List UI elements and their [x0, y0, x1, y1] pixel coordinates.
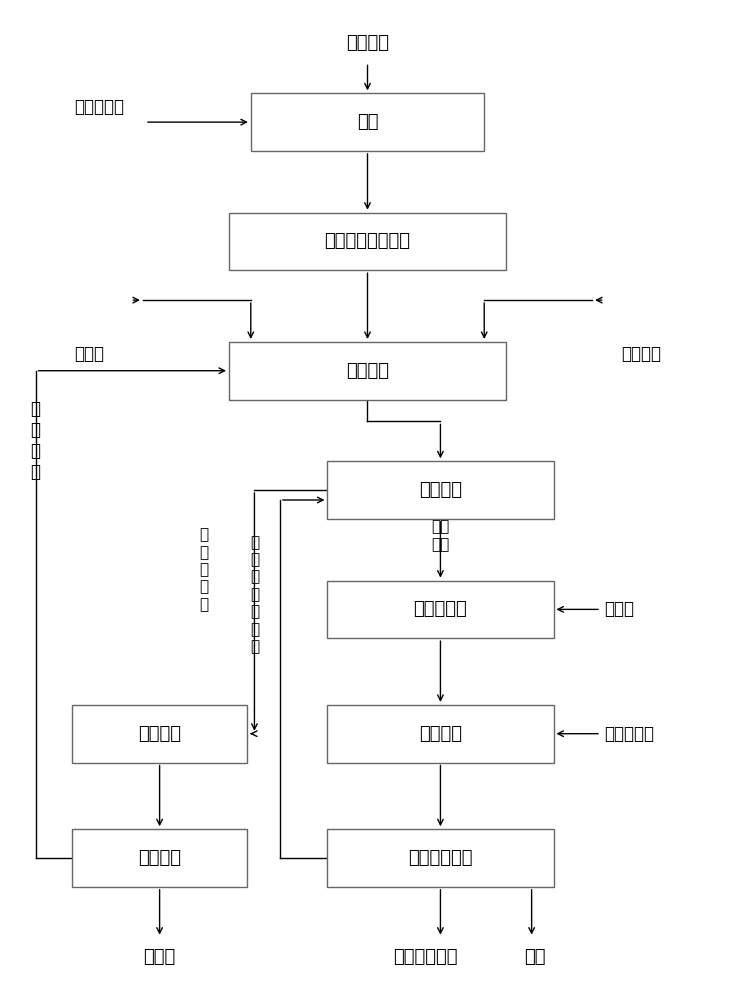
Bar	[327, 829, 553, 887]
Bar	[229, 213, 506, 270]
Text: 提钒
尾渣: 提钒 尾渣	[431, 520, 450, 552]
Text: 硅固定剂: 硅固定剂	[621, 345, 661, 363]
Bar	[251, 93, 484, 151]
Text: 多级逆流水浸: 多级逆流水浸	[408, 849, 473, 867]
Bar	[229, 342, 506, 400]
Text: 冷却结晶: 冷却结晶	[138, 849, 181, 867]
Text: 冷却、破碎、磨细: 冷却、破碎、磨细	[324, 232, 411, 250]
Bar	[327, 705, 553, 763]
Text: 钒的浸出: 钒的浸出	[346, 362, 389, 380]
Text: 氧化性气体: 氧化性气体	[74, 98, 124, 116]
Text: 氧化性气体: 氧化性气体	[605, 725, 655, 743]
Text: 终渣: 终渣	[525, 948, 546, 966]
Text: 铬酸钠碱性液: 铬酸钠碱性液	[394, 948, 458, 966]
Bar	[72, 705, 247, 763]
Text: 逆流洗涤: 逆流洗涤	[419, 481, 462, 499]
Text: 蒸发浓缩: 蒸发浓缩	[138, 725, 181, 743]
Text: 补充碱: 补充碱	[74, 345, 104, 363]
Text: 高铬钒渣: 高铬钒渣	[346, 34, 389, 52]
Text: 焙烧提铬: 焙烧提铬	[419, 725, 462, 743]
Bar	[72, 829, 247, 887]
Text: 二
次
蒸
汽
冷
凝
水: 二 次 蒸 汽 冷 凝 水	[250, 535, 259, 654]
Bar	[327, 581, 553, 638]
Text: 氧化: 氧化	[356, 113, 379, 131]
Text: 碱溶液洗涤: 碱溶液洗涤	[414, 600, 467, 618]
Text: 结
晶
母
液: 结 晶 母 液	[31, 400, 40, 481]
Text: 含
钒
碱
性
液: 含 钒 碱 性 液	[198, 527, 208, 612]
Bar	[327, 461, 553, 519]
Text: 钒酸钠: 钒酸钠	[143, 948, 176, 966]
Text: 碱溶液: 碱溶液	[605, 600, 634, 618]
